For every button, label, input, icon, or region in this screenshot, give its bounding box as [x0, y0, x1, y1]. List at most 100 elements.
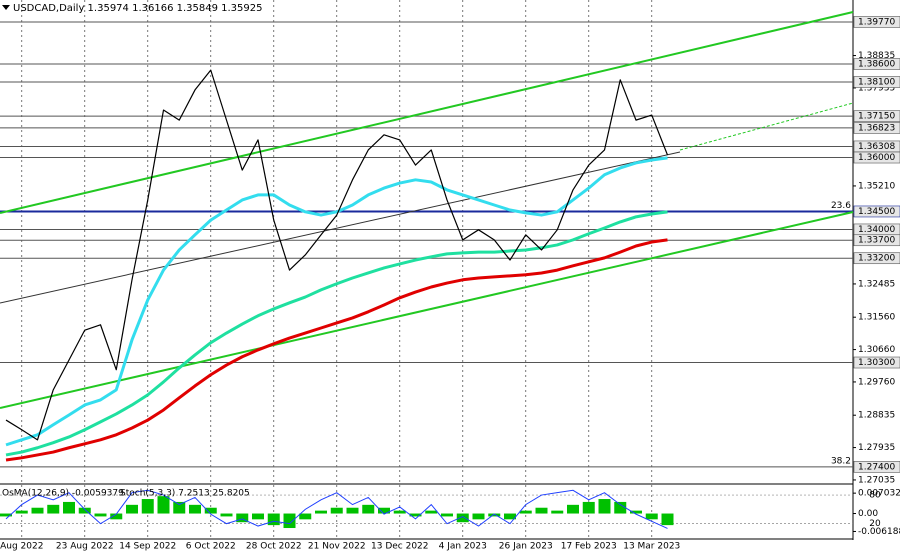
osma-bar [346, 507, 359, 514]
osma-bar [567, 504, 579, 514]
osma-bar [220, 513, 233, 517]
osma-tick-label: 0.00 [858, 509, 878, 519]
osma-bar [504, 513, 516, 520]
osma-bar [173, 501, 186, 514]
level-label: 1.33200 [858, 254, 895, 264]
osma-bar [409, 513, 422, 517]
osma-bar [0, 513, 12, 517]
osma-bar [63, 501, 75, 514]
osma-bar [299, 513, 312, 520]
series-line [5, 156, 668, 447]
x-tick-label: Aug 2022 [0, 542, 43, 551]
level-label-box [853, 58, 900, 70]
level-label-box [853, 76, 900, 88]
osma-bar [378, 507, 390, 514]
osma-bar [362, 504, 375, 514]
x-tick-label: 6 Oct 2022 [186, 542, 236, 551]
level-label-box [853, 16, 900, 28]
osma-bar [441, 513, 453, 517]
level-label-box [853, 461, 900, 473]
osma-bar [661, 513, 674, 526]
series [5, 69, 669, 462]
chart-title: USDCAD,Daily 1.35974 1.36166 1.35849 1.3… [13, 3, 263, 14]
trend-line [0, 151, 681, 304]
osma-bar [283, 513, 296, 529]
osma-bar [425, 510, 438, 514]
trend-lines [0, 11, 854, 409]
channel-lower [0, 211, 854, 409]
osma-bar [110, 513, 123, 520]
stoch-title: Stoch(5,3,3) 7.2513 25.8205 [120, 489, 250, 499]
level-label: 1.36823 [858, 123, 895, 133]
series-line [5, 238, 668, 462]
osma-bar [456, 513, 469, 523]
level-label-box [853, 151, 900, 164]
x-tick-label: 28 Oct 2022 [246, 542, 302, 551]
y-tick-label: 1.27935 [858, 443, 895, 453]
oscillator [0, 489, 853, 529]
osma-bar [189, 504, 201, 514]
y-tick-label: 1.27035 [858, 475, 895, 485]
level-label: 1.34500 [858, 207, 895, 217]
level-label: 1.30300 [858, 358, 895, 368]
x-tick-label: 13 Mar 2023 [623, 542, 680, 551]
level-label-box [853, 234, 900, 247]
stoch-tick-label: 20 [869, 519, 881, 529]
level-label: 1.38100 [858, 77, 895, 87]
osma-bar [204, 507, 217, 514]
osma-bar [94, 513, 107, 517]
x-tick-label: 4 Jan 2023 [439, 542, 487, 551]
series-line [5, 210, 668, 457]
level-label: 1.33700 [858, 236, 895, 246]
x-tick-label: 13 Dec 2022 [371, 542, 429, 551]
level-label-box [853, 356, 900, 369]
y-tick-label: 1.37935 [858, 83, 895, 93]
channel-upper [0, 11, 854, 214]
fib-label: 38.2 [831, 456, 851, 466]
series-line [5, 69, 669, 441]
level-label-box [853, 110, 900, 122]
osma-bar [157, 496, 170, 514]
y-tick-label: 1.35210 [858, 181, 895, 191]
level-label: 1.36308 [858, 142, 895, 152]
osma-bar [519, 510, 532, 514]
level-label: 1.39770 [858, 17, 895, 27]
osma-bar [252, 513, 264, 520]
x-tick-label: 17 Feb 2023 [561, 542, 617, 551]
osma-bar [47, 504, 60, 514]
stoch-tick-label: 80 [869, 491, 881, 501]
level-label: 1.37150 [858, 112, 895, 122]
x-tick-label: 14 Sep 2022 [119, 542, 176, 551]
menu-arrow [2, 5, 10, 10]
osma-bar [315, 510, 327, 514]
osma-tick-label: 0.0070329 [858, 489, 900, 499]
osma-bar [535, 507, 548, 514]
osma-bar [582, 501, 595, 514]
level-label: 1.38600 [858, 60, 895, 70]
y-tick-label: 1.32485 [858, 279, 895, 289]
y-tick-label: 1.29760 [858, 377, 895, 387]
labels: Aug 2022 23 Aug 2022 14 Sep 2022 6 Oct 2022… [0, 16, 900, 551]
x-tick-label: 21 Nov 2022 [308, 542, 366, 551]
y-tick-label: 1.31560 [858, 313, 895, 323]
x-tick-label: 23 Aug 2022 [56, 542, 114, 551]
x-tick-label: 26 Jan 2023 [499, 542, 553, 551]
osma-bar [15, 510, 28, 514]
osma-bar [488, 513, 501, 517]
level-label-box [853, 122, 900, 134]
osma-bar [630, 510, 642, 514]
osma-bar [141, 499, 154, 514]
level-label: 1.36000 [858, 153, 895, 163]
y-tick-label: 1.30660 [858, 345, 895, 355]
osma-title: OsMA(12,26,9) -0.0059379 [2, 489, 124, 499]
level-label: 1.27400 [858, 462, 895, 472]
osma-tick-label: -0.006188 [858, 527, 900, 537]
level-label: 1.34000 [858, 225, 895, 235]
stoch-line [5, 489, 668, 529]
osma-bar [472, 513, 485, 520]
osma-bar [31, 507, 44, 514]
fib-label: 23.6 [831, 201, 851, 211]
